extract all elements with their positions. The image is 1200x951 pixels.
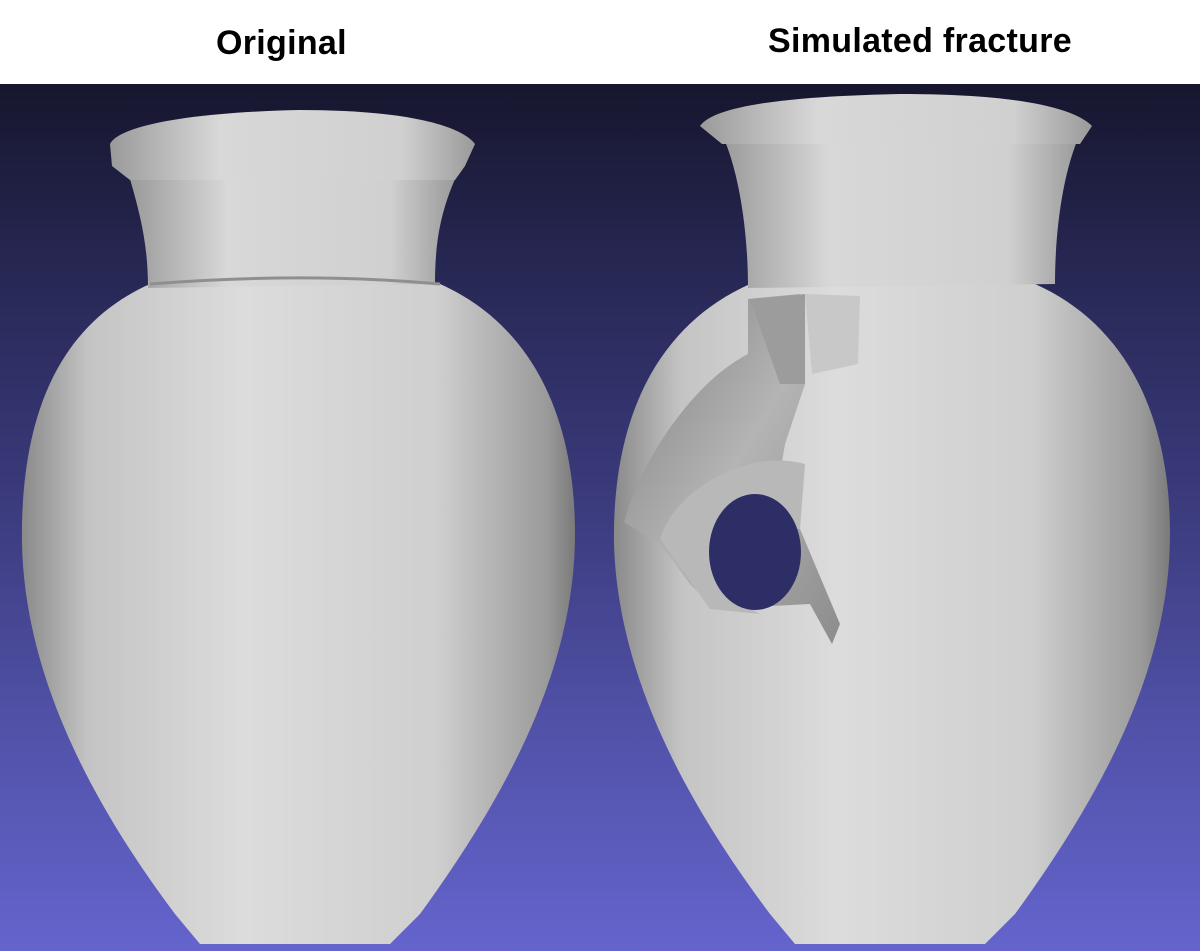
vase-rim [700,94,1092,144]
vase-body [613,284,1170,944]
vase-original-render [21,110,575,944]
vase-fractured-render [613,94,1170,944]
viewport-original[interactable] [0,84,600,951]
fracture-hole [709,494,801,610]
vase-neck [130,179,455,288]
vase-body [21,284,575,944]
panel-title-original: Original [216,24,347,62]
vase-rim [110,110,475,180]
vase-neck [722,134,1080,288]
panel-title-simulated-fracture: Simulated fracture [768,22,1072,60]
viewport-simulated-fracture[interactable] [600,84,1200,951]
